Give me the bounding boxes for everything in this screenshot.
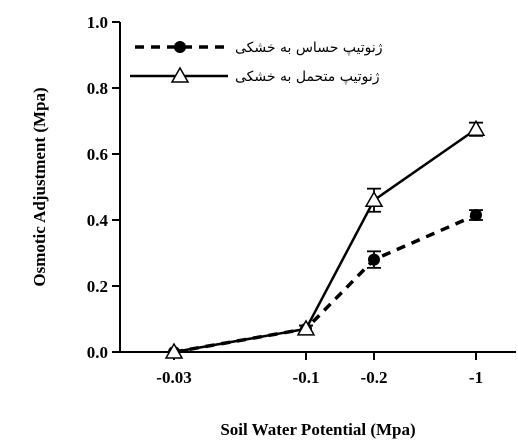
legend-marker-circle-icon xyxy=(174,41,186,53)
legend-label-sensitive: ژنوتیپ حساس به خشکی xyxy=(235,40,383,56)
data-point-circle xyxy=(470,209,482,222)
series-line xyxy=(173,213,477,354)
data-point-triangle xyxy=(164,342,184,359)
legend-item-tolerant: ژنوتیپ متحمل به خشکی xyxy=(130,66,380,85)
legend: ژنوتیپ حساس به خشکی ژنوتیپ متحمل به خشکی xyxy=(130,40,383,85)
data-point-triangle xyxy=(364,190,384,207)
chart-axes xyxy=(119,22,516,353)
y-tick-label: 1.0 xyxy=(87,13,108,32)
y-tick-label: 0.2 xyxy=(87,277,108,296)
x-tick-label: -0.1 xyxy=(293,368,320,387)
data-point-triangle xyxy=(466,119,486,136)
series-1 xyxy=(164,119,486,359)
y-tick-label: 0.8 xyxy=(87,79,108,98)
y-tick-label: 0.4 xyxy=(87,211,109,230)
data-point-triangle xyxy=(296,319,316,336)
x-tick-label: -1 xyxy=(469,368,483,387)
x-ticks: -0.03 -0.1 -0.2 -1 xyxy=(156,352,483,387)
series-line xyxy=(173,128,477,354)
x-tick-label: -0.2 xyxy=(361,368,388,387)
series-layer xyxy=(164,119,486,359)
y-ticks: 0.0 0.2 0.4 0.6 0.8 1.0 xyxy=(87,13,120,362)
y-axis-title: Osmotic Adjustment (Mpa) xyxy=(30,87,49,286)
x-axis-title: Soil Water Potential (Mpa) xyxy=(220,420,415,439)
series-0 xyxy=(168,209,483,358)
y-tick-label: 0.0 xyxy=(87,343,108,362)
x-tick-label: -0.03 xyxy=(156,368,191,387)
legend-marker-triangle-icon xyxy=(170,66,190,83)
y-tick-label: 0.6 xyxy=(87,145,108,164)
legend-label-tolerant: ژنوتیپ متحمل به خشکی xyxy=(235,69,380,85)
legend-item-sensitive: ژنوتیپ حساس به خشکی xyxy=(135,40,383,56)
data-point-circle xyxy=(368,253,380,266)
